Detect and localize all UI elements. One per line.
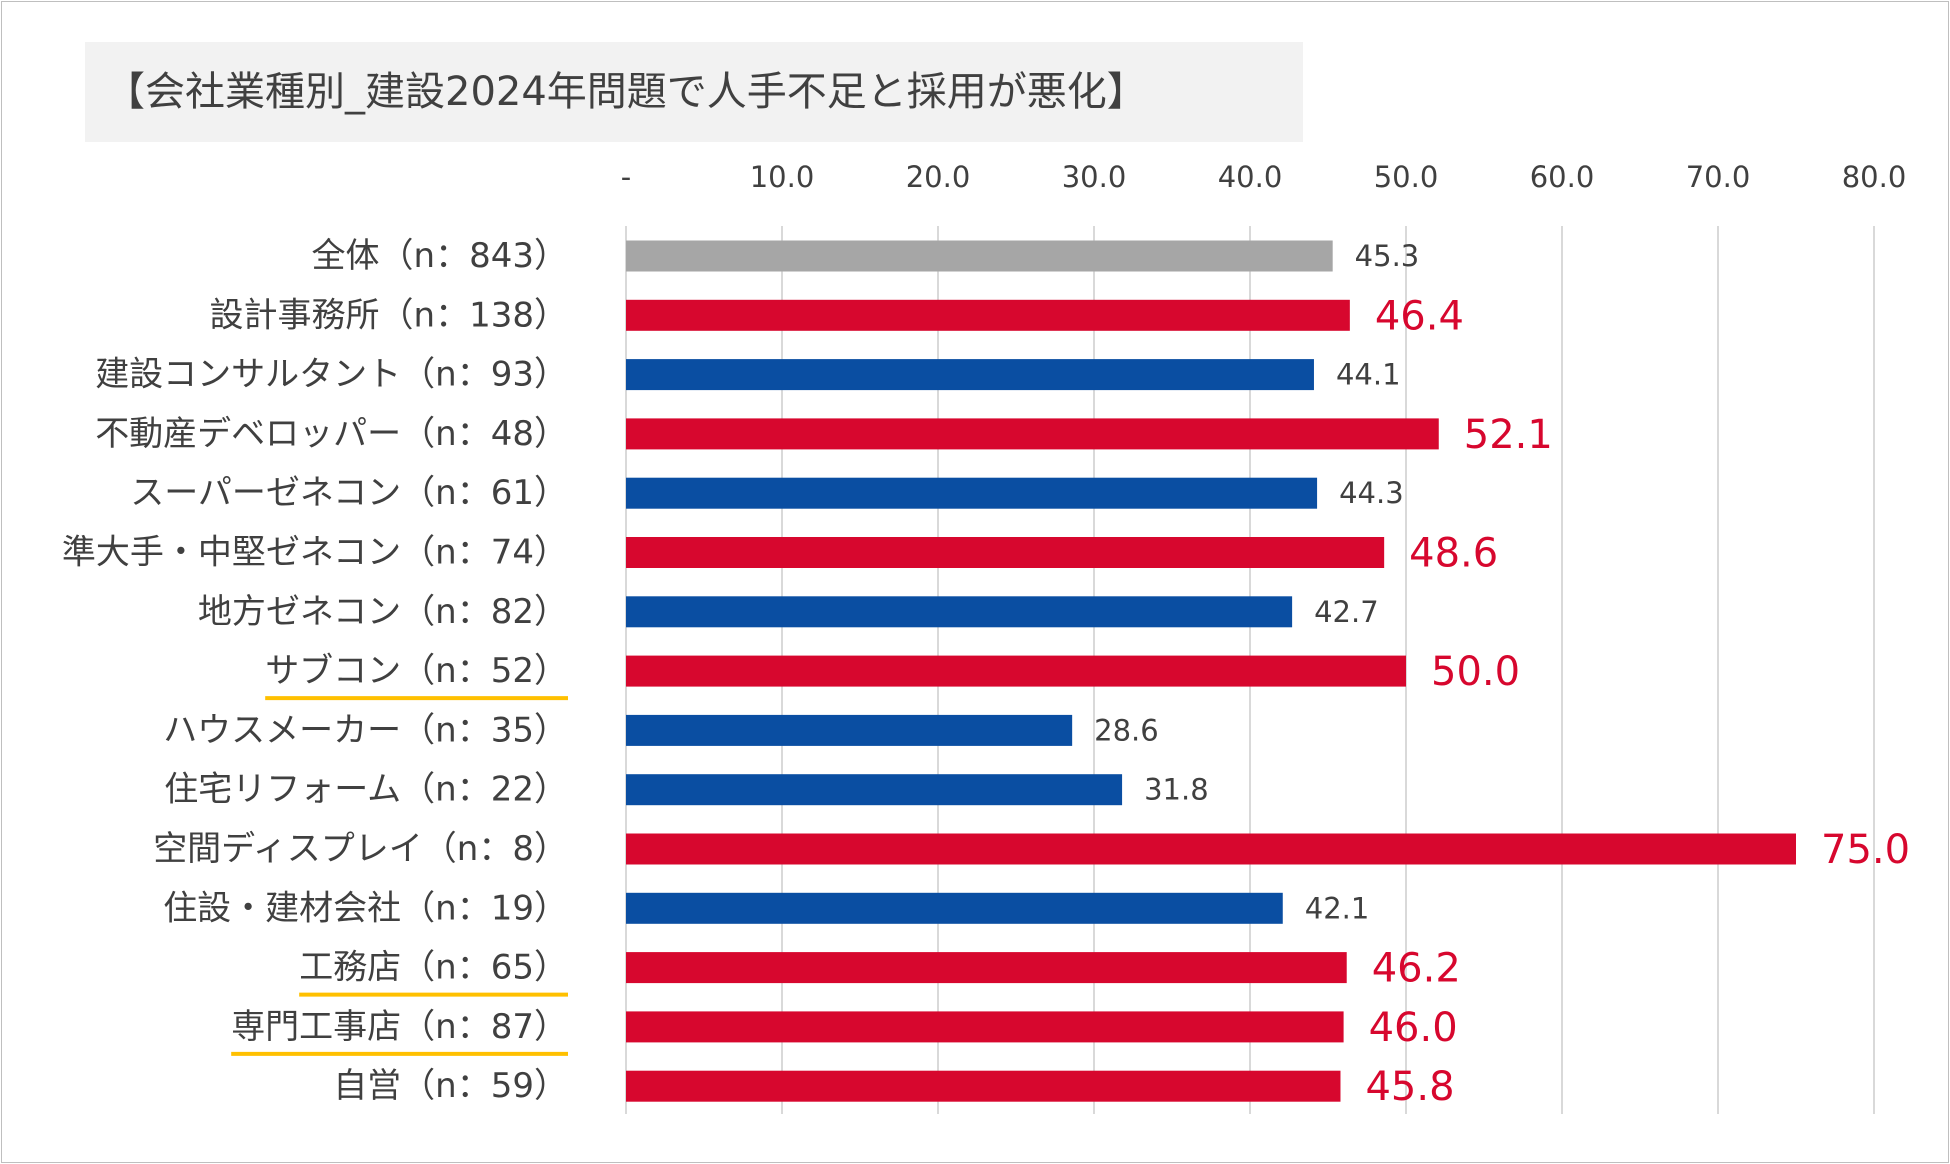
category-label: 地方ゼネコン（n：82） [198,592,568,632]
value-label: 44.3 [1339,476,1404,510]
category-label: ハウスメーカー（n：35） [163,710,568,750]
bar [626,1011,1344,1043]
category-label: 工務店（n：65） [299,948,568,988]
bar [626,833,1796,865]
bar [626,952,1347,984]
value-label: 42.1 [1305,891,1370,925]
bar [626,477,1318,509]
bar [626,714,1073,746]
value-label: 46.4 [1375,293,1464,339]
bar [626,299,1350,331]
category-label: 準大手・中堅ゼネコン（n：74） [62,533,568,573]
value-label: 31.8 [1144,773,1209,807]
x-tick-label: 70.0 [1686,160,1751,194]
bar [626,418,1439,450]
bar [626,774,1123,806]
category-label: 空間ディスプレイ（n：8） [153,829,568,869]
x-tick-label: 50.0 [1374,160,1439,194]
value-label: 42.7 [1314,595,1379,629]
category-label: 住設・建材会社（n：19） [163,888,568,928]
value-label: 50.0 [1431,649,1520,695]
category-label: スーパーゼネコン（n：61） [130,473,568,513]
value-label: 48.6 [1409,531,1498,577]
value-label: 75.0 [1821,827,1910,873]
x-tick-label: 40.0 [1218,160,1283,194]
chart-title-box: 【会社業種別_建設2024年問題で人手不足と採用が悪化】 [85,42,1303,142]
value-label: 46.2 [1372,946,1461,992]
category-label: 建設コンサルタント（n：93） [95,355,568,395]
bars [626,240,1796,1102]
category-labels: 全体（n：843） 設計事務所（n：138） 建設コンサルタント（n：93） 不動産デ… [62,236,568,1106]
value-label: 44.1 [1336,358,1401,392]
category-label: 自営（n：59） [333,1066,568,1106]
value-label: 46.0 [1369,1005,1458,1051]
chart-title: 【会社業種別_建設2024年問題で人手不足と採用が悪化】 [105,69,1147,115]
x-tick-label: 20.0 [906,160,971,194]
x-tick-label: 30.0 [1062,160,1127,194]
x-tick-label: 60.0 [1530,160,1595,194]
bar [626,655,1406,687]
bar [626,892,1283,924]
x-axis-tick-labels: - 10.0 20.0 30.0 40.0 50.0 60.0 70.0 80.0 [621,160,1907,194]
category-label: 全体（n：843） [312,236,568,276]
value-label: 45.3 [1355,239,1420,273]
category-label: 設計事務所（n：138） [210,295,568,335]
bar [626,596,1293,628]
x-tick-label: - [621,160,631,194]
value-label: 45.8 [1365,1064,1454,1110]
bar [626,240,1333,272]
value-label: 52.1 [1464,412,1553,458]
category-label: 不動産デベロッパー（n：48） [95,414,568,454]
category-label: 専門工事店（n：87） [231,1007,568,1047]
x-tick-label: 10.0 [750,160,815,194]
category-label: 住宅リフォーム（n：22） [164,770,568,810]
category-label: サブコン（n：52） [265,651,568,691]
bar [626,537,1385,568]
x-tick-label: 80.0 [1842,160,1907,194]
bar [626,1070,1341,1102]
bar [626,359,1314,391]
value-label: 28.6 [1094,713,1159,747]
value-labels: 45.3 46.4 44.1 52.1 44.348.6 42.7 50.0 28.6 31.8… [1094,239,1910,1110]
